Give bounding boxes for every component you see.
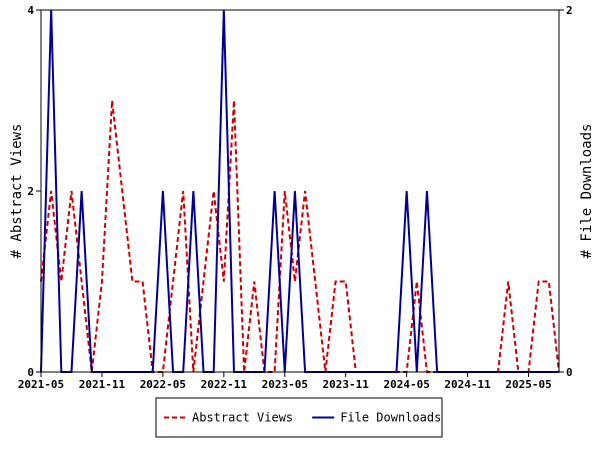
legend-box <box>155 397 443 438</box>
x-tick-label: 2021-05 <box>18 378 64 391</box>
x-tick-label: 2022-11 <box>201 378 248 391</box>
file-downloads-legend-label: File Downloads <box>340 411 441 425</box>
legend-layer: Abstract Views File Downloads <box>155 397 443 438</box>
x-tick-label: 2023-05 <box>262 378 308 391</box>
left-y-tick-label: 4 <box>27 4 34 17</box>
x-tick-label: 2023-11 <box>323 378 370 391</box>
left-y-tick-label: 0 <box>27 366 34 379</box>
x-tick-label: 2022-05 <box>140 378 186 391</box>
left-y-tick-label: 2 <box>27 185 34 198</box>
left-y-axis-title: # Abstract Views <box>9 124 25 259</box>
right-y-tick-label: 0 <box>566 366 573 379</box>
x-tick-label: 2021-11 <box>79 378 126 391</box>
abstract-views-legend-label: Abstract Views <box>192 411 293 425</box>
right-y-axis-title: # File Downloads <box>579 124 595 259</box>
plot-background <box>41 10 559 372</box>
axis-layer: 0 2 4 0 2 2021-05 2021-11 2022-05 2022-11 2023-05… <box>9 4 595 391</box>
x-tick-label: 2024-05 <box>383 378 429 391</box>
x-tick-label: 2025-05 <box>505 378 551 391</box>
plot-area <box>41 10 559 372</box>
right-y-tick-label: 2 <box>566 4 573 17</box>
x-tick-label: 2024-11 <box>444 378 491 391</box>
abstract-views-series-line <box>40 100 560 373</box>
